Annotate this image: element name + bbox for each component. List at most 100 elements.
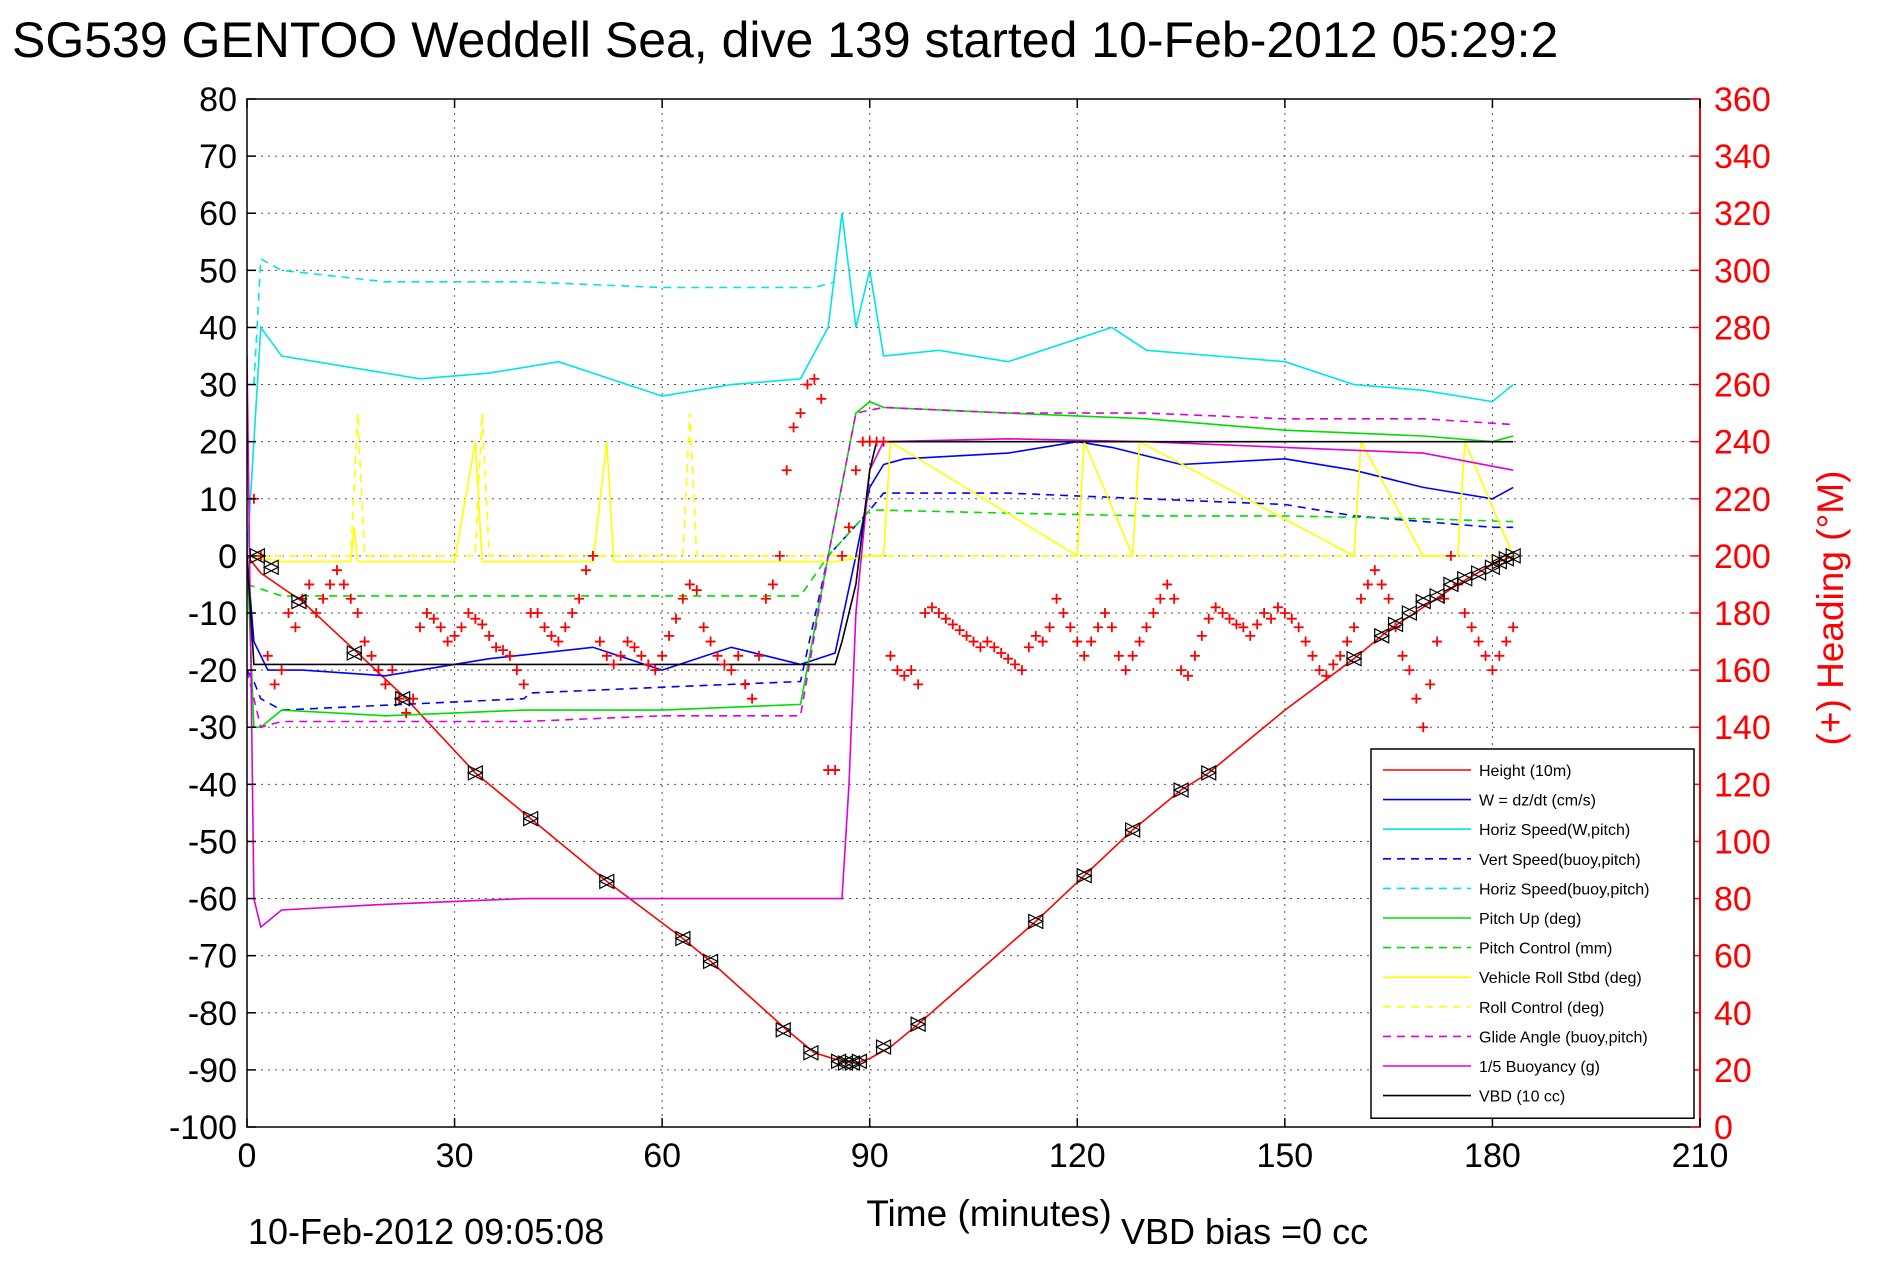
heading-point <box>1266 613 1277 624</box>
dive-marker <box>702 953 719 970</box>
heading-point <box>325 579 336 590</box>
dive-marker <box>1373 627 1391 644</box>
heading-point <box>1473 636 1484 647</box>
dive-marker <box>1124 822 1141 838</box>
heading-point <box>733 650 744 661</box>
heading-point <box>1182 670 1193 681</box>
heading-point <box>684 579 695 590</box>
heading-point <box>657 650 668 661</box>
y-right-tick-label: 0 <box>1714 1109 1733 1147</box>
y-right-tick-label: 320 <box>1714 195 1771 233</box>
heading-point <box>1079 650 1090 661</box>
series-layer <box>247 213 1514 1064</box>
heading-point <box>650 665 661 676</box>
heading-point <box>1058 608 1069 618</box>
heading-point <box>1252 619 1263 630</box>
heading-point <box>926 602 937 613</box>
heading-point <box>989 642 1000 653</box>
heading-point <box>1120 665 1131 676</box>
y-right-tick-label: 360 <box>1714 81 1771 119</box>
y-right-tick-label: 260 <box>1714 367 1771 405</box>
heading-point <box>754 650 765 661</box>
heading-point <box>1404 665 1415 676</box>
heading-point <box>1411 693 1422 704</box>
heading-point <box>587 550 598 561</box>
heading-point <box>546 630 557 641</box>
chart-title: SG539 GENTOO Weddell Sea, dive 139 start… <box>12 12 1558 68</box>
heading-point <box>498 645 509 656</box>
heading-point <box>262 650 273 661</box>
heading-point <box>712 650 723 661</box>
heading-point <box>1466 622 1477 633</box>
heading-point <box>1293 622 1304 633</box>
heading-point <box>1362 579 1373 590</box>
heading-point <box>1272 602 1283 613</box>
heading-point <box>449 630 460 641</box>
legend-entry: 1/5 Buoyancy (g) <box>1479 1059 1600 1076</box>
heading-point <box>276 665 287 676</box>
heading-point <box>283 608 294 618</box>
heading-point <box>601 650 612 661</box>
heading-point <box>511 665 522 676</box>
y-tick-label: -50 <box>188 823 237 861</box>
heading-point <box>885 650 896 661</box>
legend-entry: Height (10m) <box>1479 763 1571 780</box>
heading-point <box>414 622 425 633</box>
heading-point <box>1169 593 1180 604</box>
dive-marker <box>345 645 363 661</box>
legend-entry: W = dz/dt (cm/s) <box>1479 793 1596 810</box>
heading-point <box>359 636 370 647</box>
legend-entry: Roll Control (deg) <box>1479 1000 1604 1017</box>
dive-marker <box>1345 650 1363 667</box>
dive-marker <box>909 1016 927 1033</box>
series-line-6 <box>247 509 1514 597</box>
y-right-tick-label: 200 <box>1714 538 1771 576</box>
heading-point <box>899 670 910 681</box>
heading-point <box>1459 608 1470 618</box>
y-tick-label: -10 <box>188 595 237 633</box>
y-tick-label: 40 <box>199 309 237 347</box>
heading-point <box>366 650 377 661</box>
heading-point <box>615 650 626 661</box>
heading-point <box>1196 630 1207 641</box>
y-tick-label: -100 <box>169 1109 237 1147</box>
series-line-5 <box>247 400 1514 729</box>
heading-point <box>996 647 1007 658</box>
y-tick-label: -60 <box>188 881 237 919</box>
legend-entry: VBD (10 cc) <box>1479 1089 1565 1106</box>
heading-point <box>698 622 709 633</box>
heading-point <box>352 608 363 618</box>
dive-marker <box>875 1039 892 1056</box>
heading-point <box>1134 636 1145 647</box>
y-right-tick-label: 60 <box>1714 938 1752 976</box>
heading-point <box>843 522 854 533</box>
heading-point <box>913 679 924 690</box>
heading-point <box>1501 636 1512 647</box>
y-axis-left: 80 70 60 50 40 30 20 10 0 -10 -20 -30 -40 -50 -60 -70 -8… <box>169 81 256 1147</box>
footer-vbd-bias: VBD bias =0 cc <box>1121 1211 1368 1252</box>
heading-point <box>373 665 384 676</box>
x-tick-label: 0 <box>238 1137 257 1175</box>
dive-marker <box>1401 605 1418 621</box>
dive-marker <box>290 593 308 610</box>
heading-point <box>837 550 848 561</box>
dive-marker <box>466 764 484 781</box>
y-right-tick-label: 220 <box>1714 481 1771 519</box>
heading-point <box>581 565 592 576</box>
heading-point <box>1245 630 1256 641</box>
heading-point <box>1425 679 1436 690</box>
heading-point <box>795 408 806 419</box>
heading-point <box>1335 650 1346 661</box>
heading-point <box>608 659 619 670</box>
dive-marker <box>802 1044 820 1061</box>
x-axis-label: Time (minutes) <box>866 1193 1111 1234</box>
heading-point <box>809 373 820 384</box>
heading-point <box>1238 622 1249 633</box>
legend-entry: Horiz Speed(W,pitch) <box>1479 822 1630 839</box>
y-tick-label: -90 <box>188 1052 237 1090</box>
heading-point <box>387 665 398 676</box>
y-tick-label: 80 <box>199 81 237 119</box>
legend-entry: Vert Speed(buoy,pitch) <box>1479 852 1641 869</box>
heading-point <box>1065 622 1076 633</box>
dive-marker <box>774 1021 792 1038</box>
